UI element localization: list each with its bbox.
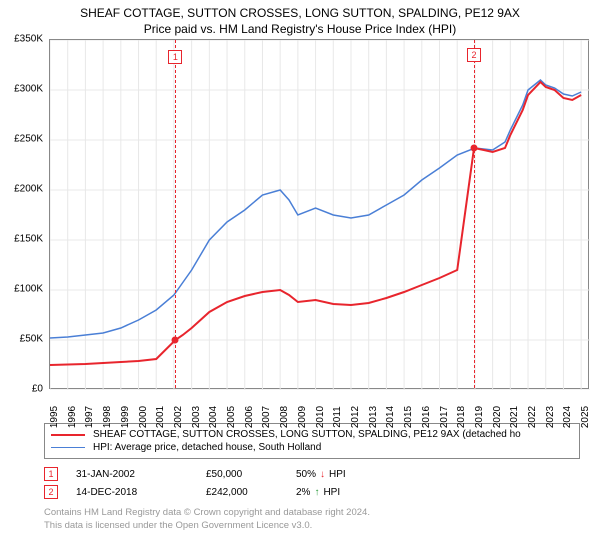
- x-tick-label: 2015: [403, 406, 414, 428]
- x-tick-label: 2016: [421, 406, 432, 428]
- footer-line-2: This data is licensed under the Open Gov…: [44, 520, 580, 532]
- x-tick-label: 2022: [527, 406, 538, 428]
- x-tick-label: 2002: [173, 406, 184, 428]
- x-tick-label: 1996: [67, 406, 78, 428]
- x-tick-label: 2010: [315, 406, 326, 428]
- legend-swatch: [51, 447, 85, 448]
- sale-marker: 2: [44, 485, 58, 499]
- footer: Contains HM Land Registry data © Crown c…: [44, 507, 580, 532]
- legend-label: HPI: Average price, detached house, Sout…: [93, 442, 321, 453]
- x-tick-label: 2005: [226, 406, 237, 428]
- y-tick-label: £350K: [14, 34, 43, 45]
- marker-vline-2: [474, 40, 475, 388]
- marker-label-1: 1: [168, 50, 182, 64]
- x-tick-label: 2025: [580, 406, 591, 428]
- plot-svg: [50, 40, 590, 390]
- sale-ref: HPI: [323, 487, 340, 498]
- sale-ref: HPI: [329, 469, 346, 480]
- x-tick-label: 2013: [368, 406, 379, 428]
- chart-area: £0£50K£100K£150K£200K£250K£300K£350K 12 …: [5, 39, 595, 419]
- plot-area: 12: [49, 39, 589, 389]
- y-axis-labels: £0£50K£100K£150K£200K£250K£300K£350K: [5, 39, 45, 389]
- y-tick-label: £50K: [20, 334, 43, 345]
- x-tick-label: 2006: [244, 406, 255, 428]
- x-tick-label: 2014: [385, 406, 396, 428]
- legend: SHEAF COTTAGE, SUTTON CROSSES, LONG SUTT…: [44, 423, 580, 459]
- y-tick-label: £200K: [14, 184, 43, 195]
- footer-line-1: Contains HM Land Registry data © Crown c…: [44, 507, 580, 519]
- sale-price: £50,000: [206, 469, 296, 480]
- title-sub: Price paid vs. HM Land Registry's House …: [10, 22, 590, 38]
- legend-swatch: [51, 434, 85, 436]
- sale-pct: 50%: [296, 469, 316, 480]
- x-tick-label: 2018: [456, 406, 467, 428]
- x-axis-labels: 1995199619971998199920002001200220032004…: [49, 391, 589, 419]
- x-tick-label: 1997: [84, 406, 95, 428]
- marker-dot-2: [471, 145, 478, 152]
- x-tick-label: 1998: [102, 406, 113, 428]
- x-tick-label: 2019: [474, 406, 485, 428]
- y-tick-label: £150K: [14, 234, 43, 245]
- title-main: SHEAF COTTAGE, SUTTON CROSSES, LONG SUTT…: [10, 6, 590, 22]
- x-tick-label: 2024: [562, 406, 573, 428]
- x-tick-label: 2012: [350, 406, 361, 428]
- x-tick-label: 2009: [297, 406, 308, 428]
- x-tick-label: 2023: [545, 406, 556, 428]
- y-tick-label: £250K: [14, 134, 43, 145]
- x-tick-label: 2003: [191, 406, 202, 428]
- chart-container: SHEAF COTTAGE, SUTTON CROSSES, LONG SUTT…: [0, 0, 600, 560]
- sale-arrow-icon: ↓: [320, 469, 325, 480]
- sale-pct: 2%: [296, 487, 310, 498]
- sale-date: 14-DEC-2018: [76, 487, 206, 498]
- marker-dot-1: [172, 337, 179, 344]
- x-tick-label: 2004: [208, 406, 219, 428]
- x-tick-label: 2008: [279, 406, 290, 428]
- sale-arrow-icon: ↑: [314, 487, 319, 498]
- x-tick-label: 2017: [439, 406, 450, 428]
- sale-row: 1 31-JAN-2002£50,00050% ↓ HPI: [44, 465, 580, 483]
- legend-row: SHEAF COTTAGE, SUTTON CROSSES, LONG SUTT…: [51, 428, 573, 441]
- title-block: SHEAF COTTAGE, SUTTON CROSSES, LONG SUTT…: [0, 0, 600, 39]
- x-tick-label: 2007: [261, 406, 272, 428]
- x-tick-label: 2020: [492, 406, 503, 428]
- sale-row: 2 14-DEC-2018£242,0002% ↑ HPI: [44, 483, 580, 501]
- y-tick-label: £0: [32, 384, 43, 395]
- legend-row: HPI: Average price, detached house, Sout…: [51, 441, 573, 454]
- legend-label: SHEAF COTTAGE, SUTTON CROSSES, LONG SUTT…: [93, 429, 521, 440]
- x-tick-label: 1999: [120, 406, 131, 428]
- y-tick-label: £300K: [14, 84, 43, 95]
- sale-marker: 1: [44, 467, 58, 481]
- x-tick-label: 1995: [49, 406, 60, 428]
- marker-label-2: 2: [467, 48, 481, 62]
- x-tick-label: 2021: [509, 406, 520, 428]
- x-tick-label: 2000: [138, 406, 149, 428]
- x-tick-label: 2001: [155, 406, 166, 428]
- sale-price: £242,000: [206, 487, 296, 498]
- sales-table: 1 31-JAN-2002£50,00050% ↓ HPI 2 14-DEC-2018£2…: [44, 465, 580, 501]
- sale-date: 31-JAN-2002: [76, 469, 206, 480]
- y-tick-label: £100K: [14, 284, 43, 295]
- x-tick-label: 2011: [332, 406, 343, 428]
